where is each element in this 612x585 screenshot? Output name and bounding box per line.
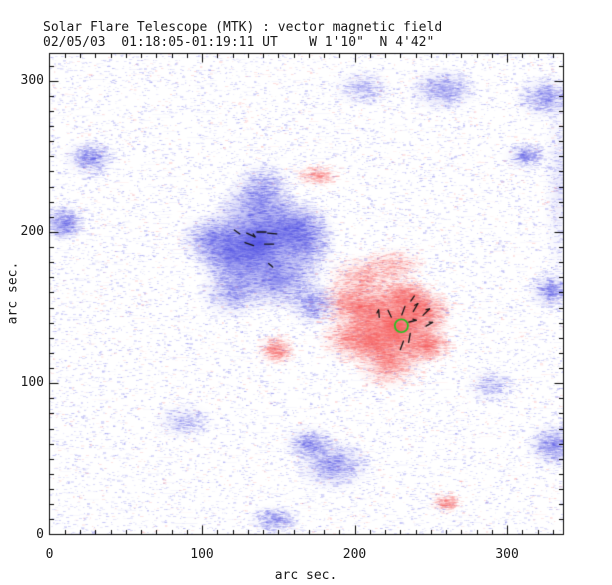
x-tick-label: 0 <box>45 547 54 562</box>
x-axis-label: arc sec. <box>274 568 338 583</box>
y-tick-label: 100 <box>20 375 44 391</box>
x-tick-label: 300 <box>495 547 519 562</box>
x-tick-label: 100 <box>190 547 214 562</box>
chart-title: Solar Flare Telescope (MTK) : vector mag… <box>43 20 443 35</box>
y-tick-label: 200 <box>20 223 44 239</box>
y-axis-label: arc sec. <box>5 261 21 325</box>
y-tick-label: 300 <box>20 72 44 88</box>
x-tick-label: 200 <box>342 547 367 562</box>
y-tick-label: 0 <box>36 526 44 542</box>
chart-subtitle: 02/05/03 01:18:05-01:19:11 UT W 1'10" N … <box>43 35 435 50</box>
